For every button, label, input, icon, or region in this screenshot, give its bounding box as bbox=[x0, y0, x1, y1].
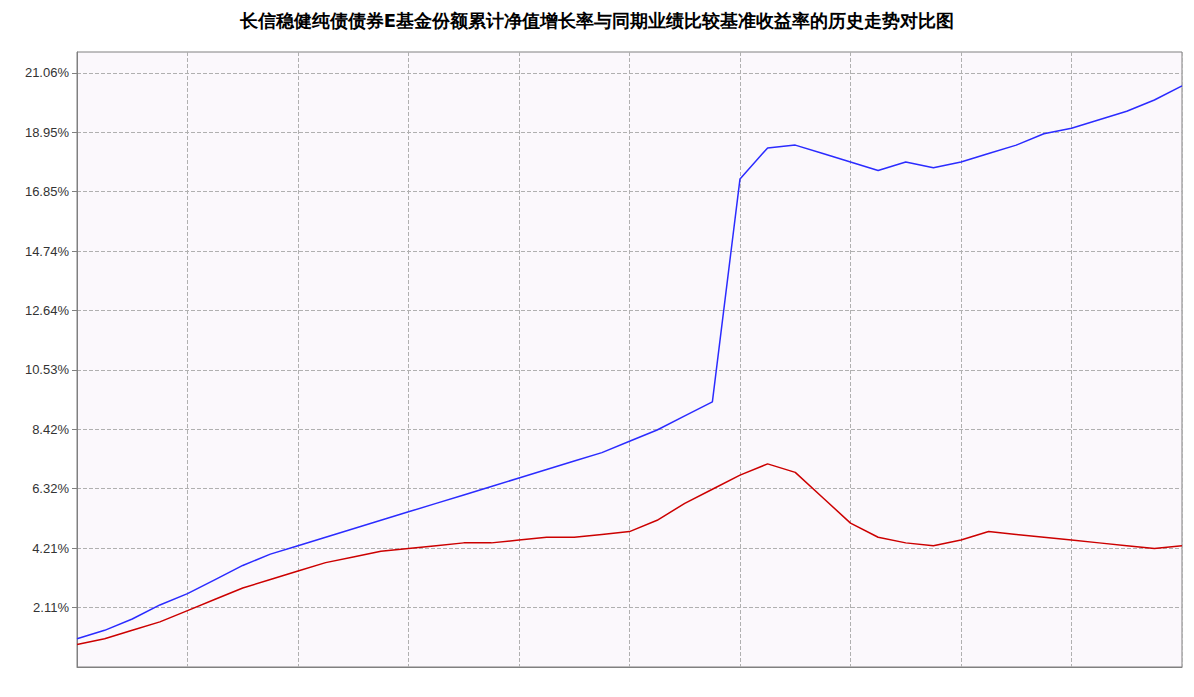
svg-text:14.74%: 14.74% bbox=[25, 244, 70, 259]
svg-text:12.64%: 12.64% bbox=[25, 303, 70, 318]
svg-text:6.32%: 6.32% bbox=[32, 481, 69, 496]
svg-text:长信稳健纯债债券E基金份额累计净值增长率与同期业绩比较基准收: 长信稳健纯债债券E基金份额累计净值增长率与同期业绩比较基准收益率的历史走势对比图 bbox=[239, 10, 954, 31]
svg-text:16.85%: 16.85% bbox=[25, 184, 70, 199]
svg-text:21.06%: 21.06% bbox=[25, 65, 70, 80]
svg-text:2.11%: 2.11% bbox=[33, 600, 69, 615]
svg-text:18.95%: 18.95% bbox=[25, 125, 70, 140]
svg-text:4.21%: 4.21% bbox=[32, 541, 69, 556]
svg-text:10.53%: 10.53% bbox=[25, 362, 70, 377]
svg-text:8.42%: 8.42% bbox=[32, 422, 69, 437]
